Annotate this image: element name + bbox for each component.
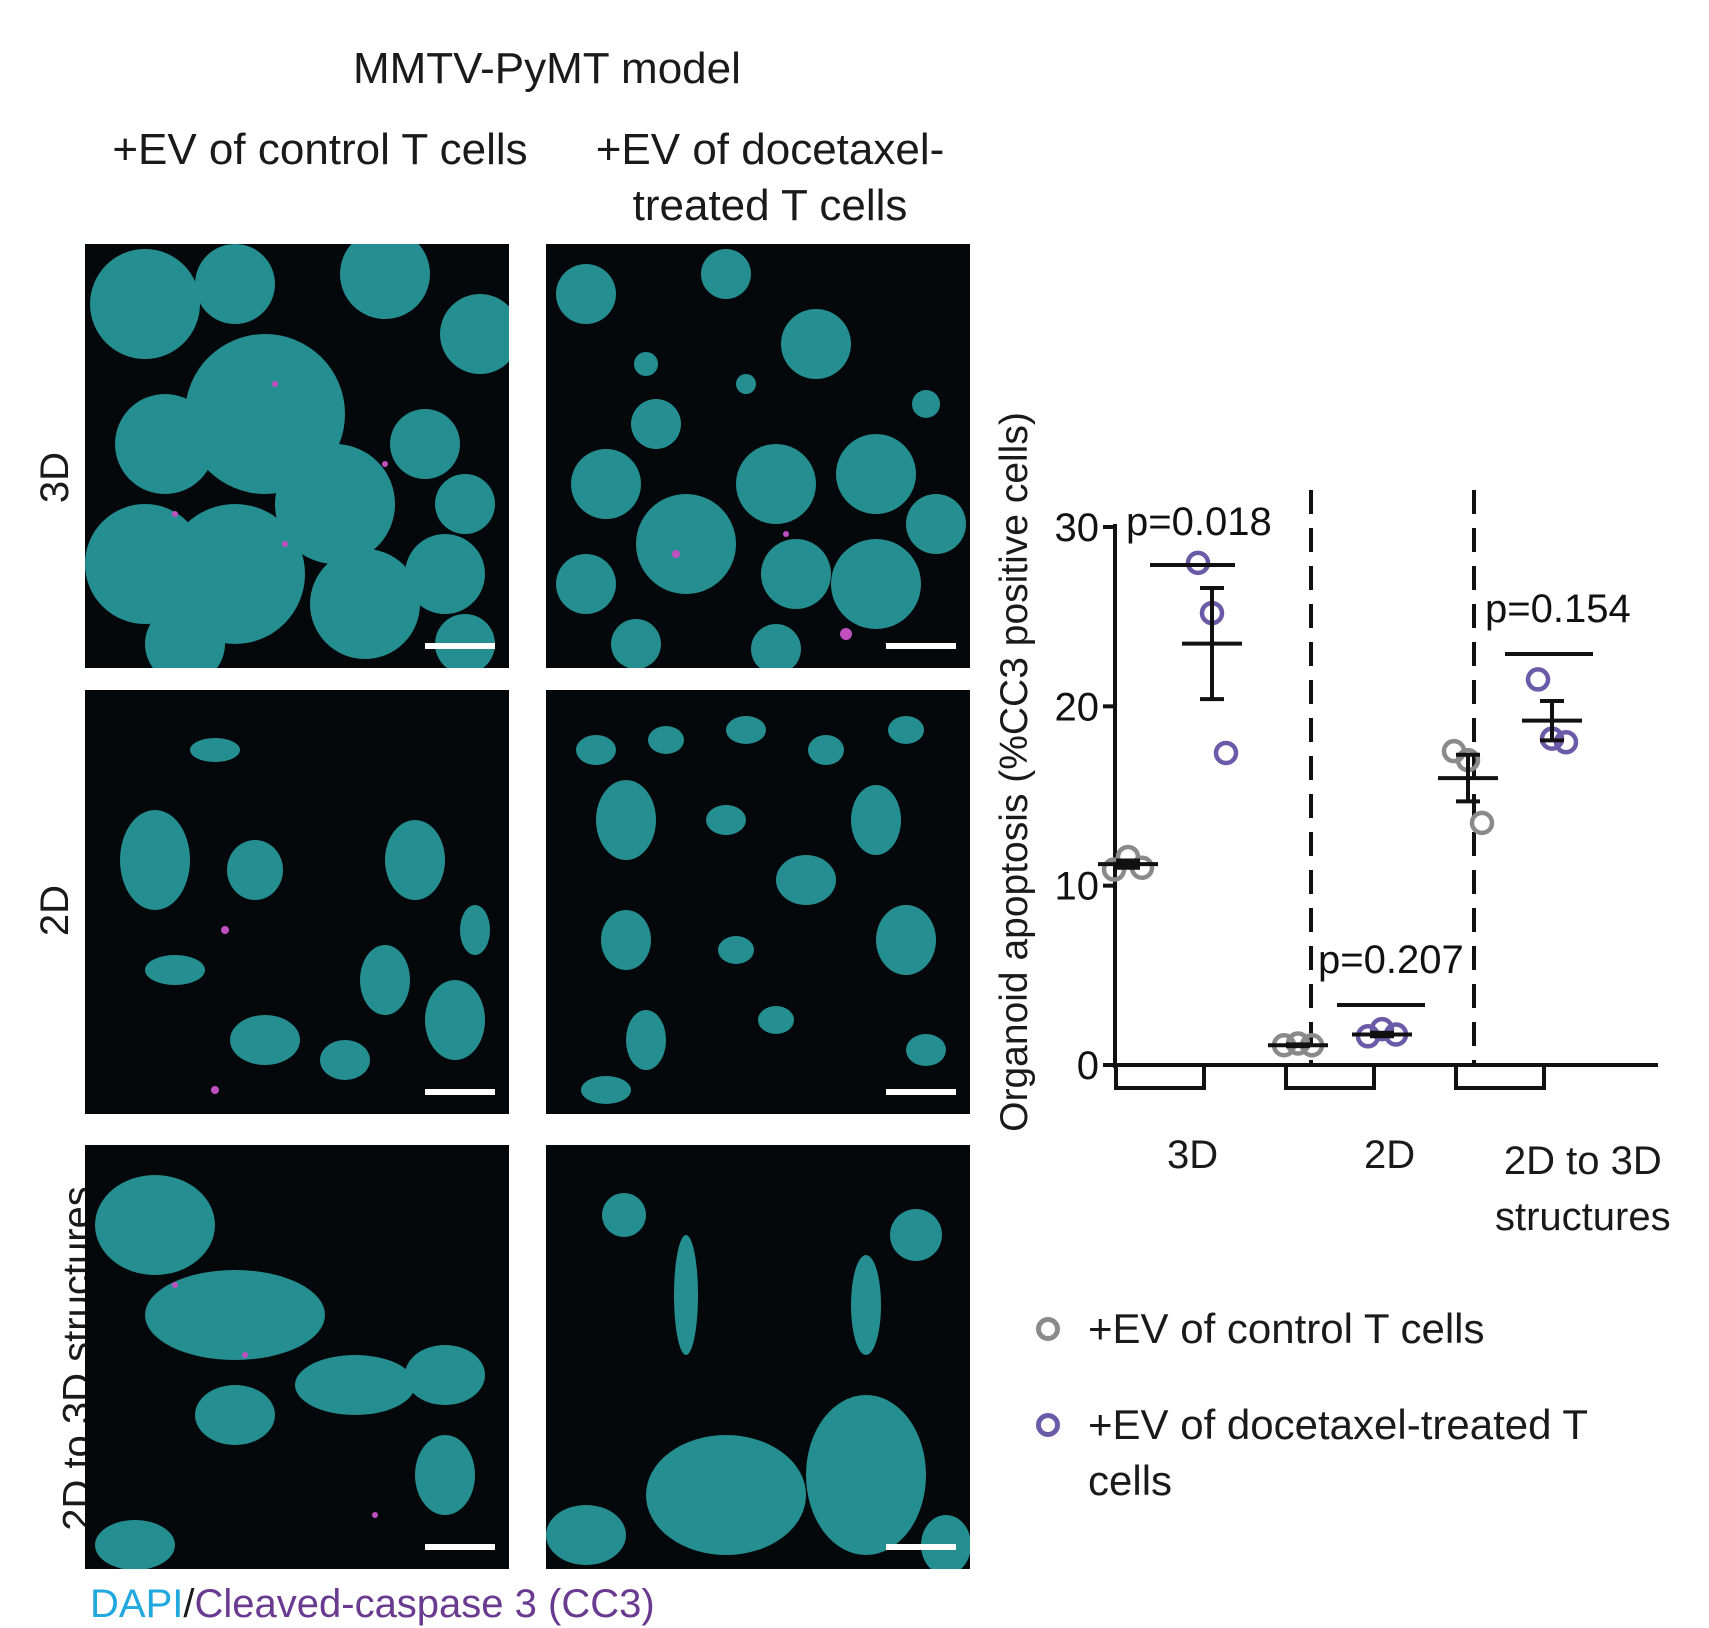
- micrograph-3d-control: [85, 244, 509, 668]
- data-point: [1185, 550, 1211, 576]
- figure-title: MMTV-PyMT model: [353, 44, 741, 93]
- stain-separator: /: [183, 1582, 195, 1626]
- micrograph-2d-to-3d-docetaxel: [546, 1193, 970, 1569]
- image-3d-control: [85, 244, 509, 668]
- y-tick-label: 0: [1077, 1044, 1099, 1088]
- data-point: [1469, 810, 1495, 836]
- image-3d-docetaxel: [546, 244, 970, 668]
- scale-bar: [886, 643, 956, 649]
- stain-dapi-label: DAPI: [90, 1582, 184, 1626]
- stain-cc3-label: Cleaved-caspase 3 (CC3): [194, 1582, 655, 1626]
- p-value-label: p=0.018: [1126, 500, 1272, 544]
- scale-bar: [886, 1089, 956, 1095]
- x-label-2d-to-3d: 2D to 3D structures: [1495, 1139, 1671, 1239]
- image-2d-docetaxel: [546, 690, 970, 1114]
- legend-label-docetaxel-text: +EV of docetaxel-treated T cells: [1088, 1401, 1588, 1504]
- data-point: [1369, 1016, 1395, 1042]
- legend-label-control: +EV of control T cells: [1088, 1305, 1485, 1352]
- scale-bar: [425, 1544, 495, 1550]
- p-value-label: p=0.207: [1318, 938, 1464, 982]
- scale-bar: [425, 643, 495, 649]
- x-label-2d: 2D: [1364, 1133, 1416, 1177]
- legend-label-docetaxel: +EV of docetaxel-treated T cells: [1088, 1397, 1648, 1509]
- y-tick-label: 10: [1055, 865, 1100, 909]
- micrograph-2d-docetaxel: [576, 716, 946, 1104]
- scale-bar: [886, 1544, 956, 1550]
- image-2d-to-3d-docetaxel: [546, 1145, 970, 1569]
- micrograph-3d-docetaxel: [556, 249, 966, 668]
- scale-bar: [425, 1089, 495, 1095]
- y-tick-label: 20: [1055, 685, 1100, 729]
- data-point: [1213, 740, 1239, 766]
- data-point: [1525, 667, 1551, 692]
- micrograph-2d-to-3d-control: [95, 1175, 485, 1569]
- stain-legend: DAPI/Cleaved-caspase 3 (CC3): [90, 1582, 655, 1627]
- image-2d-control: [85, 690, 509, 1114]
- x-category-bracket: [1454, 1065, 1546, 1090]
- micrograph-2d-control: [120, 738, 490, 1094]
- x-category-bracket: [1284, 1065, 1376, 1090]
- legend-marker-docetaxel: [1036, 1413, 1060, 1437]
- column-title-control: +EV of control T cells: [112, 125, 528, 174]
- x-category-bracket: [1114, 1065, 1206, 1090]
- image-2d-to-3d-control: [85, 1145, 509, 1569]
- y-tick-label: 30: [1055, 506, 1100, 550]
- x-label-3d: 3D: [1167, 1133, 1219, 1177]
- legend-marker-control: [1036, 1317, 1060, 1341]
- column-title-docetaxel: +EV of docetaxel- treated T cells: [595, 125, 945, 230]
- p-value-label: p=0.154: [1485, 587, 1631, 631]
